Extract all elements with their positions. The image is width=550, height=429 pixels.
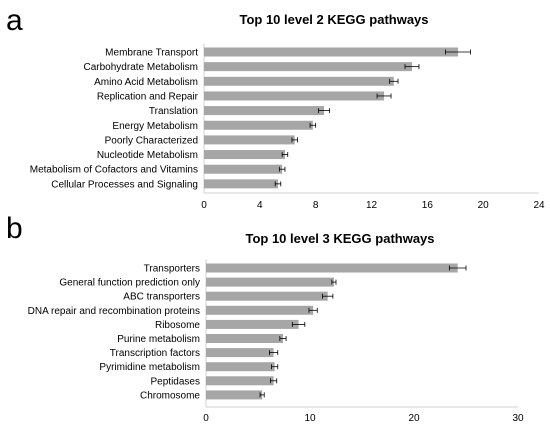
bar	[204, 179, 278, 189]
bar	[204, 150, 285, 160]
bar	[204, 120, 313, 130]
bar	[206, 319, 299, 329]
category-label: Carbohydrate Metabolism	[84, 62, 199, 73]
error-bar	[308, 307, 318, 313]
x-tick-label: 30	[512, 413, 524, 424]
category-label: Transporters	[144, 264, 200, 275]
error-bar	[291, 321, 306, 327]
x-tick-label: 16	[422, 200, 434, 211]
x-tick-label: 0	[201, 200, 207, 211]
error-bar	[309, 122, 317, 128]
error-bar	[318, 108, 331, 114]
error-bar	[445, 49, 472, 55]
x-tick-label: 12	[366, 200, 378, 211]
category-label: General function prediction only	[59, 278, 200, 289]
bar	[206, 362, 275, 372]
bars-b: Transporters General function prediction …	[28, 259, 524, 424]
bar	[204, 164, 283, 174]
bar	[206, 334, 283, 343]
error-bar	[281, 152, 289, 158]
error-bar	[448, 265, 467, 271]
error-bar	[269, 350, 279, 356]
panel-a: a Top 10 level 2 KEGG pathways Membrane …	[6, 4, 545, 211]
bar	[204, 76, 394, 86]
chart-title-b: Top 10 level 3 KEGG pathways	[245, 231, 434, 246]
bar	[204, 91, 385, 101]
category-label: Transcription factors	[110, 348, 200, 359]
category-label: Amino Acid Metabolism	[94, 77, 198, 88]
error-bar	[322, 293, 334, 299]
panel-b: b Top 10 level 3 KEGG pathways Transport…	[6, 212, 524, 424]
error-bar	[278, 166, 286, 172]
category-label: Pyrimidine metabolism	[99, 362, 200, 373]
bar	[204, 47, 459, 57]
error-bar	[270, 378, 278, 384]
error-bar	[404, 64, 420, 70]
category-label: Energy Metabolism	[112, 121, 198, 132]
panel-letter-b: b	[6, 212, 23, 245]
category-label: Chromosome	[140, 390, 200, 401]
bar	[206, 305, 314, 315]
panel-letter-a: a	[6, 4, 23, 37]
bar	[206, 376, 274, 386]
error-bar	[274, 181, 282, 187]
category-label: Poorly Characterized	[105, 135, 198, 146]
bar	[206, 263, 458, 273]
category-label: Metabolism of Cofactors and Vitamins	[30, 165, 198, 176]
bar	[204, 135, 295, 145]
category-label: DNA repair and recombination proteins	[28, 306, 200, 317]
error-bar	[279, 336, 287, 341]
category-label: ABC transporters	[123, 292, 200, 303]
error-bar	[331, 279, 337, 285]
category-label: Translation	[149, 106, 198, 117]
bar	[204, 62, 412, 72]
error-bar	[389, 78, 399, 84]
category-label: Purine metabolism	[117, 334, 200, 345]
bars-a: Membrane Transport Carbohydrate Metabolis…	[30, 43, 545, 211]
x-tick-label: 10	[304, 413, 316, 424]
category-label: Replication and Repair	[97, 91, 199, 102]
category-label: Ribosome	[155, 320, 200, 331]
bar	[206, 348, 274, 358]
bar	[206, 390, 263, 400]
category-label: Membrane Transport	[105, 48, 198, 59]
bar	[206, 291, 328, 301]
error-bar	[291, 137, 298, 143]
x-tick-label: 0	[203, 413, 209, 424]
x-tick-label: 8	[313, 200, 319, 211]
bar	[206, 277, 334, 287]
category-label: Cellular Processes and Signaling	[51, 179, 198, 190]
category-label: Nucleotide Metabolism	[97, 150, 198, 161]
x-tick-label: 20	[408, 413, 420, 424]
category-label: Peptidases	[151, 376, 200, 387]
x-tick-label: 20	[478, 200, 490, 211]
x-tick-label: 4	[257, 200, 263, 211]
x-tick-label: 24	[533, 200, 545, 211]
error-bar	[259, 392, 265, 398]
error-bar	[376, 93, 392, 99]
chart-title-a: Top 10 level 2 KEGG pathways	[239, 12, 428, 27]
error-bar	[271, 364, 279, 370]
bar	[204, 106, 325, 116]
